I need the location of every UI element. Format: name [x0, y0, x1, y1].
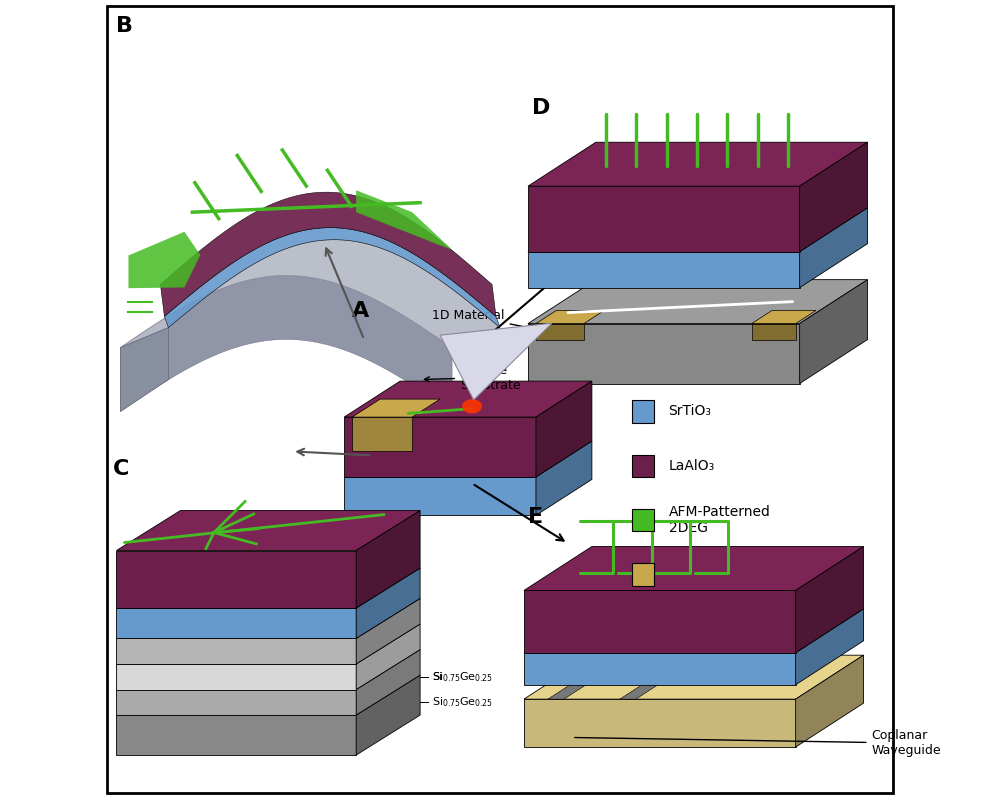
Polygon shape [116, 690, 356, 715]
Text: Flexible
Substrate: Flexible Substrate [424, 364, 521, 392]
Polygon shape [548, 655, 632, 699]
Polygon shape [356, 511, 420, 608]
Polygon shape [356, 598, 420, 664]
Polygon shape [356, 568, 420, 638]
Ellipse shape [462, 400, 482, 414]
FancyBboxPatch shape [632, 509, 654, 531]
Text: Si$_{0.75}$Ge$_{0.25}$: Si$_{0.75}$Ge$_{0.25}$ [432, 695, 493, 710]
FancyBboxPatch shape [632, 400, 654, 423]
Polygon shape [524, 609, 864, 653]
Polygon shape [160, 193, 496, 316]
Polygon shape [344, 477, 536, 515]
Polygon shape [352, 400, 440, 417]
Polygon shape [116, 511, 420, 551]
Text: C: C [112, 459, 129, 479]
Polygon shape [356, 675, 420, 755]
Text: Coplanar
Waveguide: Coplanar Waveguide [575, 729, 941, 757]
Polygon shape [800, 142, 868, 252]
Polygon shape [752, 324, 796, 340]
Text: Si: Si [432, 672, 442, 682]
Polygon shape [356, 650, 420, 715]
Polygon shape [356, 624, 420, 690]
Polygon shape [116, 715, 356, 755]
Polygon shape [800, 280, 868, 384]
Polygon shape [164, 228, 500, 328]
Polygon shape [528, 324, 800, 384]
Text: SrTiO₃: SrTiO₃ [669, 404, 712, 419]
Text: Si$_{0.75}$Ge$_{0.25}$: Si$_{0.75}$Ge$_{0.25}$ [432, 670, 493, 684]
Polygon shape [524, 547, 864, 590]
Text: 1D Material: 1D Material [432, 309, 544, 332]
Polygon shape [116, 650, 420, 690]
Polygon shape [116, 638, 356, 664]
Text: LaAlO₃: LaAlO₃ [669, 459, 715, 473]
Polygon shape [116, 608, 356, 638]
Polygon shape [528, 142, 868, 186]
Polygon shape [528, 252, 800, 288]
Polygon shape [536, 381, 592, 477]
Polygon shape [796, 609, 864, 685]
Polygon shape [116, 624, 420, 664]
Polygon shape [116, 551, 356, 608]
Polygon shape [752, 311, 816, 324]
FancyBboxPatch shape [632, 455, 654, 477]
Polygon shape [524, 653, 796, 685]
Text: Metal Electrodes: Metal Electrodes [669, 567, 784, 582]
Text: E: E [528, 507, 543, 527]
Polygon shape [620, 655, 704, 699]
Polygon shape [344, 417, 536, 477]
Polygon shape [796, 655, 864, 747]
Polygon shape [344, 381, 592, 417]
FancyBboxPatch shape [632, 563, 654, 586]
Polygon shape [116, 598, 420, 638]
Polygon shape [528, 186, 800, 252]
Polygon shape [120, 328, 168, 411]
Polygon shape [536, 324, 584, 340]
Polygon shape [524, 699, 796, 747]
Text: B: B [116, 16, 133, 36]
Polygon shape [800, 208, 868, 288]
Text: D: D [532, 98, 550, 118]
Polygon shape [120, 276, 452, 411]
Polygon shape [128, 232, 200, 288]
Polygon shape [524, 590, 796, 653]
Polygon shape [116, 568, 420, 608]
Text: AFM-Patterned
2DEG: AFM-Patterned 2DEG [669, 505, 770, 535]
Polygon shape [528, 280, 868, 324]
Polygon shape [352, 417, 412, 451]
Polygon shape [796, 547, 864, 653]
Text: A: A [352, 301, 369, 321]
Polygon shape [116, 664, 356, 690]
Polygon shape [524, 655, 864, 699]
Polygon shape [356, 190, 452, 250]
Polygon shape [120, 240, 500, 348]
Polygon shape [536, 311, 604, 324]
Polygon shape [116, 675, 420, 715]
Polygon shape [440, 324, 552, 400]
Polygon shape [344, 441, 592, 477]
Polygon shape [528, 208, 868, 252]
Polygon shape [536, 441, 592, 515]
